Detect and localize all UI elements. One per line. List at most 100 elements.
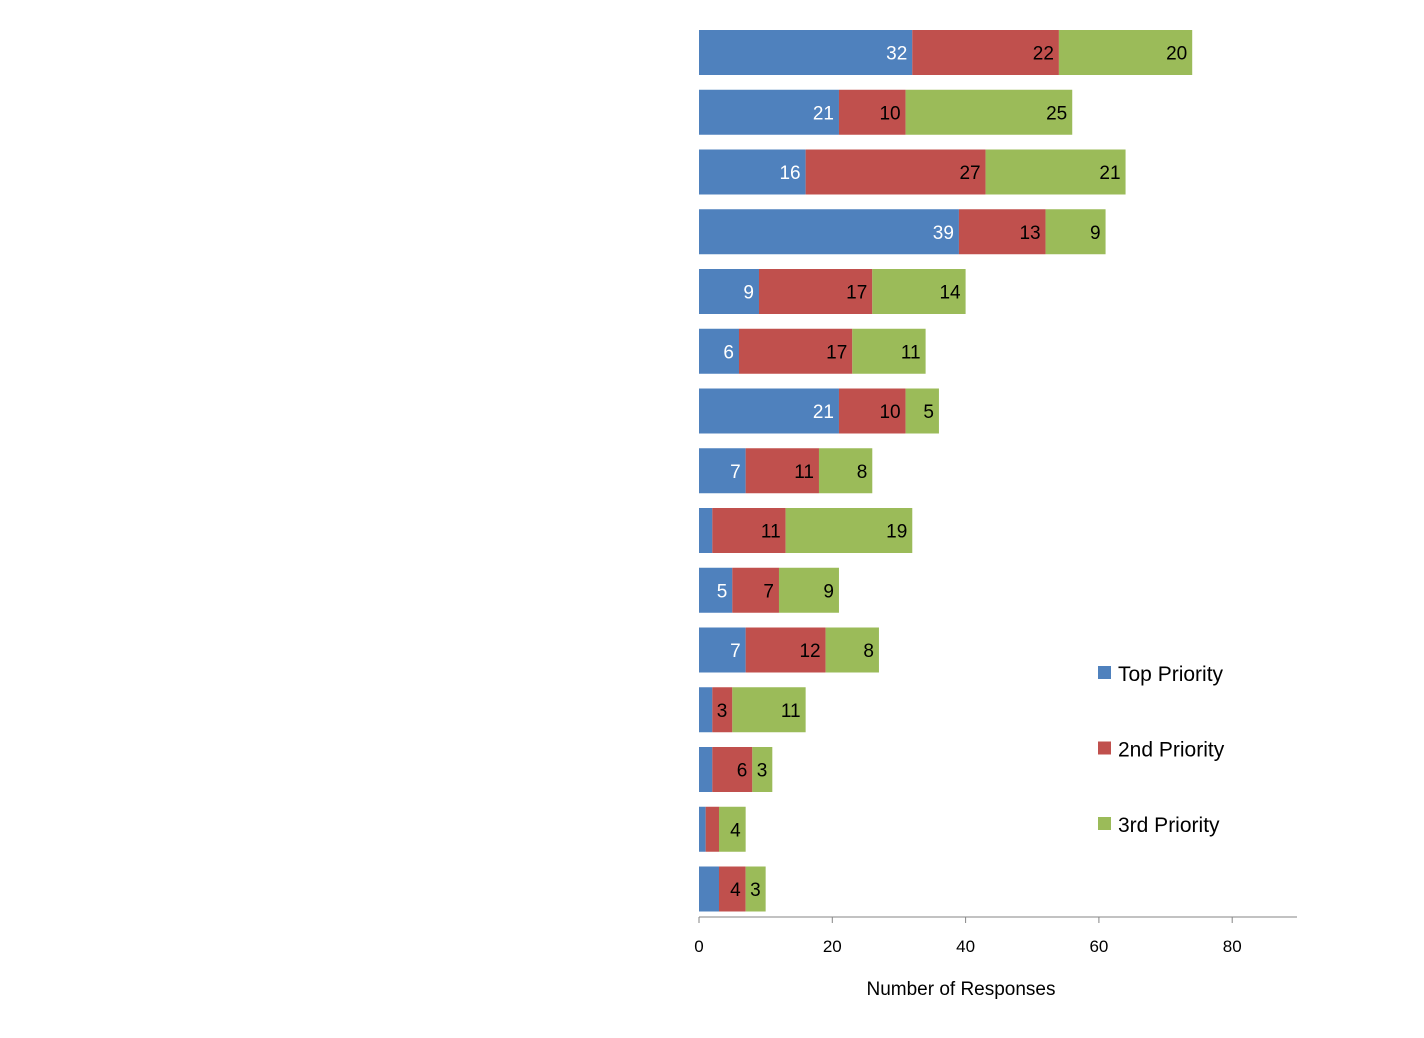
data-label-3-row-9: 19 (886, 522, 907, 543)
data-label-2-row-15: 4 (730, 880, 741, 901)
bar-segment-3-row-8 (818, 448, 873, 494)
bar-segment-1-row-5 (699, 269, 759, 314)
data-label-1-row-10: 5 (717, 581, 728, 602)
legend-swatch-1 (1098, 666, 1111, 679)
data-label-1-row-4: 39 (933, 223, 954, 244)
x-tick-label-5: 80 (1223, 937, 1242, 956)
data-label-3-row-13: 3 (757, 761, 768, 782)
x-axis-title: Number of Responses (866, 979, 1055, 1000)
data-label-1-row-1: 32 (886, 44, 907, 65)
bar-segment-3-row-12 (732, 687, 806, 733)
data-label-2-row-11: 12 (799, 641, 820, 662)
data-label-3-row-15: 3 (750, 880, 761, 901)
data-label-2-row-9: 11 (761, 522, 781, 543)
bar-segment-1-row-15 (699, 866, 719, 912)
bar-segment-2-row-12 (712, 687, 733, 733)
data-label-2-row-4: 13 (1019, 223, 1040, 244)
data-label-3-row-8: 8 (857, 462, 868, 483)
data-label-1-row-2: 21 (813, 103, 834, 124)
bar-segment-3-row-2 (905, 89, 1073, 135)
bar-segment-2-row-14 (705, 806, 719, 852)
bar-segment-3-row-7 (905, 388, 939, 434)
bar-segment-3-row-3 (985, 149, 1126, 195)
bar-segment-1-row-4 (699, 209, 959, 255)
x-axis: 0 20 40 60 80 (694, 916, 1297, 956)
bar-segment-2-row-7 (838, 388, 906, 434)
x-tick-label-3: 40 (956, 937, 975, 956)
data-label-2-row-13: 6 (737, 761, 748, 782)
data-label-3-row-5: 14 (939, 283, 961, 304)
bar-segment-2-row-1 (912, 30, 1059, 75)
bar-segment-1-row-14 (699, 806, 706, 852)
bar-segment-2-row-15 (718, 866, 746, 912)
bar-segment-1-row-13 (699, 747, 713, 792)
data-label-1-row-6: 6 (723, 342, 734, 363)
data-label-3-row-12: 11 (781, 701, 801, 722)
bar-segment-3-row-1 (1058, 30, 1193, 75)
bar-segment-3-row-13 (752, 747, 773, 792)
data-label-1-row-3: 16 (779, 163, 800, 184)
data-label-3-row-2: 25 (1046, 103, 1067, 124)
x-tick-label-2: 20 (823, 937, 842, 956)
legend-swatch-3 (1098, 817, 1111, 830)
bar-segment-1-row-6 (699, 328, 739, 374)
bar-segment-2-row-4 (958, 209, 1046, 255)
bar-segment-3-row-5 (872, 269, 966, 314)
data-label-2-row-5: 17 (846, 283, 867, 304)
bar-segment-3-row-14 (718, 806, 746, 852)
data-label-3-row-11: 8 (863, 641, 874, 662)
bar-segment-3-row-11 (825, 627, 879, 673)
bar-segment-2-row-8 (745, 448, 819, 494)
bar-segment-2-row-10 (732, 567, 779, 613)
data-label-2-row-6: 17 (826, 342, 847, 363)
bars-layer (699, 30, 1193, 912)
bar-segment-1-row-9 (699, 508, 713, 553)
bar-segment-2-row-3 (805, 149, 986, 195)
bar-segment-3-row-9 (785, 508, 913, 553)
bar-segment-1-row-10 (699, 567, 733, 613)
data-label-1-row-5: 9 (743, 283, 754, 304)
bar-segment-1-row-7 (699, 388, 839, 434)
legend-label-2: 2nd Priority (1118, 739, 1225, 762)
bar-segment-1-row-1 (699, 30, 913, 75)
data-label-1-row-11: 7 (730, 641, 741, 662)
data-label-3-row-14: 4 (730, 820, 741, 841)
data-label-1-row-8: 7 (730, 462, 741, 483)
bar-segment-1-row-8 (699, 448, 746, 494)
bar-segment-1-row-11 (699, 627, 746, 673)
data-label-3-row-10: 9 (823, 581, 834, 602)
data-label-2-row-10: 7 (763, 581, 774, 602)
legend-label-3: 3rd Priority (1118, 814, 1220, 837)
bar-segment-2-row-6 (738, 328, 853, 374)
data-label-2-row-1: 22 (1033, 44, 1054, 65)
data-label-3-row-4: 9 (1090, 223, 1101, 244)
bar-segment-3-row-4 (1045, 209, 1106, 255)
bar-segment-3-row-15 (745, 866, 766, 912)
bar-segment-3-row-6 (852, 328, 926, 374)
data-label-3-row-7: 5 (923, 402, 934, 423)
bar-segment-1-row-12 (699, 687, 713, 733)
x-tick-label-4: 60 (1089, 937, 1108, 956)
legend: Top Priority 2nd Priority 3rd Priority (1098, 663, 1225, 837)
legend-label-1: Top Priority (1118, 663, 1224, 686)
x-tick-label-1: 0 (694, 937, 703, 956)
bar-segment-2-row-11 (745, 627, 826, 673)
data-label-3-row-6: 11 (901, 342, 921, 363)
legend-swatch-2 (1098, 741, 1111, 755)
bar-segment-2-row-13 (712, 747, 753, 792)
data-label-3-row-3: 21 (1099, 163, 1120, 184)
bar-segment-2-row-5 (758, 269, 873, 314)
bar-segment-1-row-2 (699, 89, 839, 135)
data-label-2-row-8: 11 (794, 462, 814, 483)
data-label-1-row-7: 21 (813, 402, 834, 423)
bar-segment-2-row-2 (838, 89, 906, 135)
bar-segment-2-row-9 (712, 508, 786, 553)
data-label-2-row-2: 10 (879, 103, 900, 124)
data-label-3-row-1: 20 (1166, 44, 1187, 65)
data-label-2-row-7: 10 (879, 402, 900, 423)
data-label-2-row-12: 3 (717, 701, 728, 722)
bar-segment-3-row-10 (778, 567, 839, 613)
